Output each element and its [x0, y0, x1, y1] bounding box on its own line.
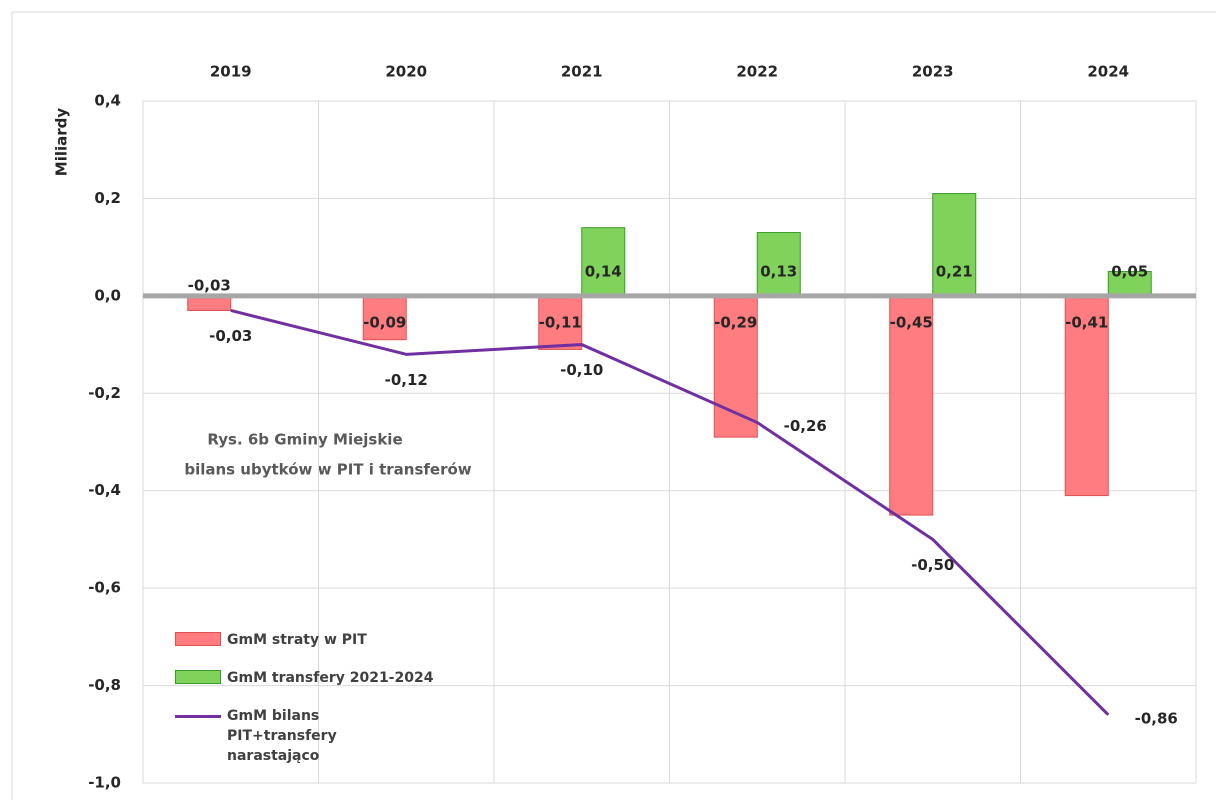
bar	[889, 295, 934, 516]
y-tick-label: -0,2	[88, 384, 121, 402]
x-tick-label: 2019	[210, 63, 252, 81]
bar	[581, 227, 626, 297]
y-tick-label: -0,8	[88, 676, 121, 694]
bar	[756, 232, 801, 297]
annotation: bilans ubytków w PIT i transferów	[184, 461, 471, 479]
legend-label: GmM bilans PIT+transfery narastająco	[227, 708, 337, 764]
data-label: -0,86	[1135, 709, 1178, 727]
bar	[932, 193, 977, 297]
legend-entry: GmM bilans PIT+transfery narastająco	[175, 706, 447, 766]
y-tick-label: -0,6	[88, 579, 121, 597]
data-label: -0,03	[209, 327, 252, 345]
data-label: 0,21	[936, 262, 973, 280]
data-label: -0,29	[714, 313, 757, 331]
bar	[538, 295, 583, 350]
x-tick-label: 2022	[736, 63, 778, 81]
data-label: 0,13	[760, 262, 797, 280]
x-tick-label: 2021	[561, 63, 603, 81]
y-axis-label: Miliardy	[53, 108, 71, 177]
legend: GmM straty w PIT GmM transfery 2021-2024 G…	[175, 630, 447, 784]
bar	[362, 295, 407, 341]
y-tick-label: 0,2	[94, 189, 121, 207]
data-label: -0,11	[539, 313, 582, 331]
frame	[11, 11, 1216, 800]
data-label: -0,45	[890, 313, 933, 331]
y-tick-label: 0,4	[94, 92, 121, 110]
annotation: Rys. 6b Gminy Miejskie	[207, 431, 402, 449]
legend-label: GmM transfery 2021-2024	[227, 670, 434, 686]
data-label: -0,10	[560, 361, 603, 379]
bar	[1107, 271, 1152, 297]
legend-label: GmM straty w PIT	[227, 632, 367, 648]
data-label: -0,41	[1065, 313, 1108, 331]
data-label: 0,05	[1111, 262, 1148, 280]
y-tick-label: -1,0	[88, 774, 121, 792]
data-label: -0,09	[363, 313, 406, 331]
data-label: 0,14	[585, 262, 622, 280]
x-tick-label: 2023	[912, 63, 954, 81]
line	[230, 309, 1110, 716]
data-label: -0,26	[784, 417, 827, 435]
legend-swatch	[175, 632, 221, 646]
legend-entry: GmM transfery 2021-2024	[175, 668, 447, 688]
y-tick-label: -0,4	[88, 481, 121, 499]
legend-swatch	[175, 715, 221, 718]
legend-swatch	[175, 670, 221, 684]
x-tick-label: 2020	[385, 63, 427, 81]
x-tick-label: 2024	[1087, 63, 1129, 81]
legend-entry: GmM straty w PIT	[175, 630, 447, 650]
data-label: -0,03	[188, 276, 231, 294]
data-label: -0,50	[911, 556, 954, 574]
y-tick-label: 0,0	[94, 286, 121, 304]
data-label: -0,12	[385, 371, 428, 389]
